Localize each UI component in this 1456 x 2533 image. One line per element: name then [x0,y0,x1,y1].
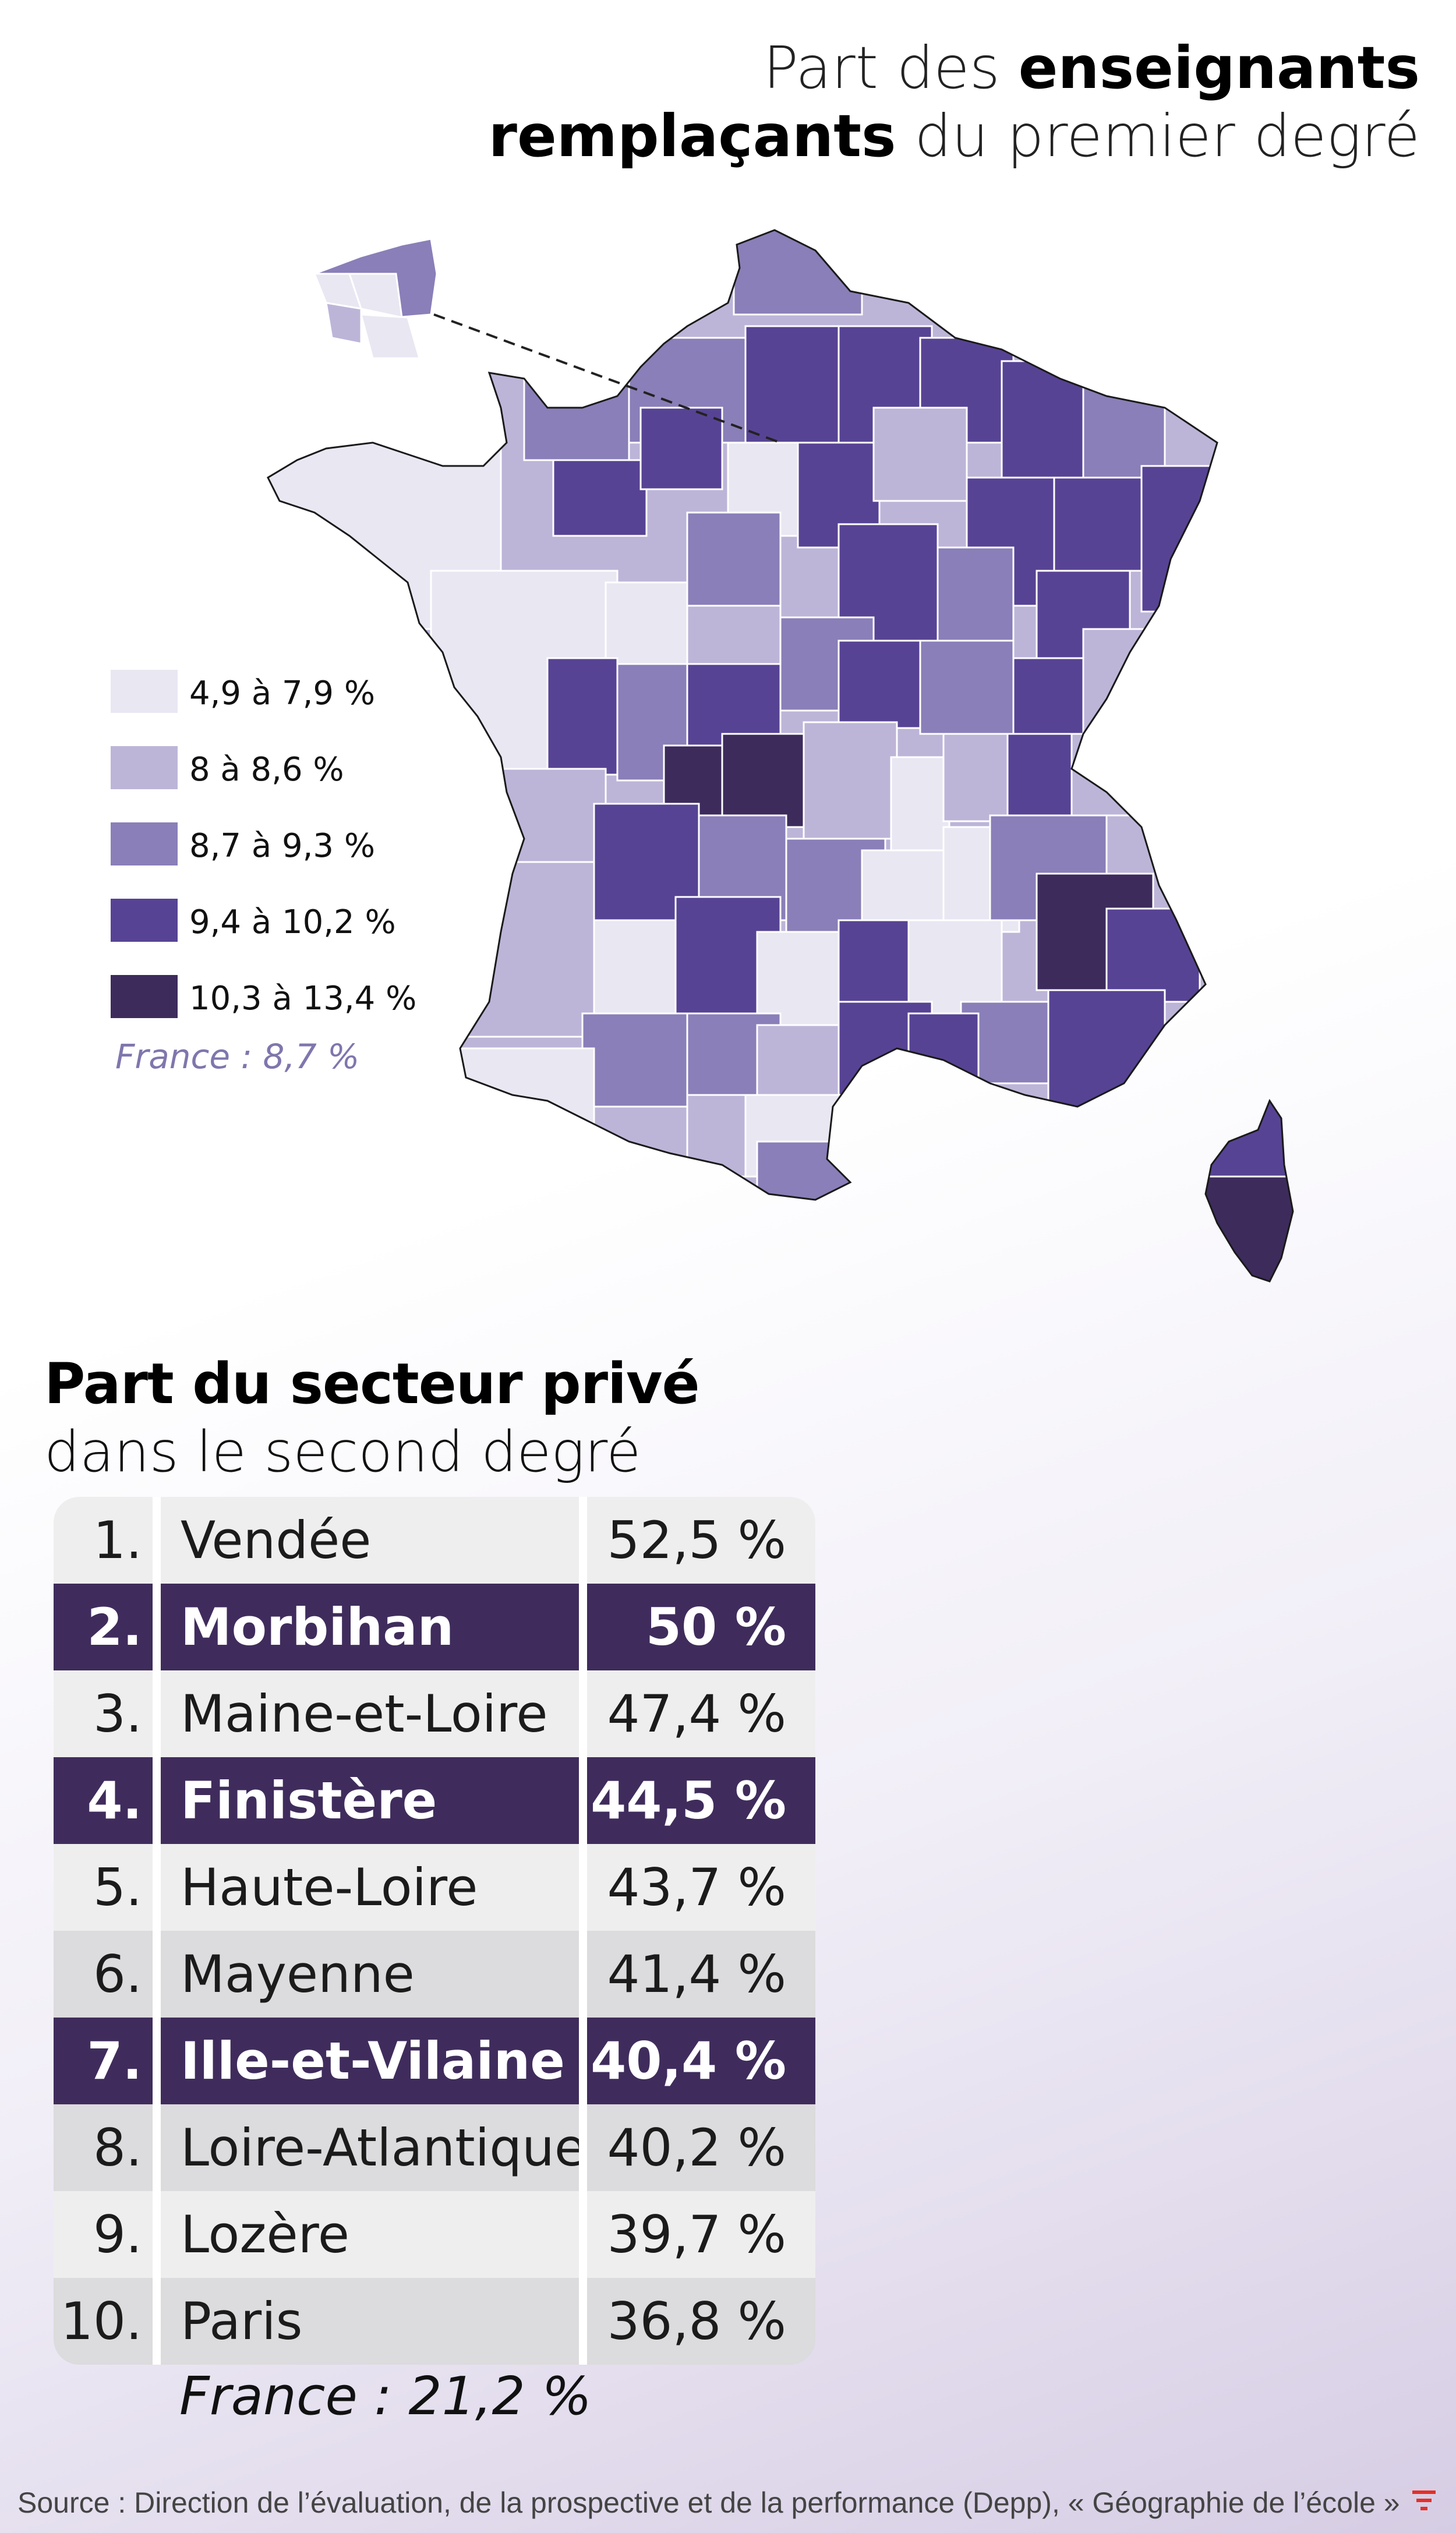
legend-swatch [111,670,178,713]
row-rank: 6. [93,1944,142,2004]
row-department: Finistère [153,1757,587,1844]
row-department: Lozère [153,2191,587,2278]
row-value: 41,4 % [607,1944,786,2004]
row-value: 40,4 % [591,2031,786,2091]
row-value: 39,7 % [607,2205,786,2264]
row-department: Maine-et-Loire [153,1670,587,1757]
table-title: Part du secteur privé dans le second deg… [44,1350,700,1486]
row-value: 47,4 % [607,1684,786,1744]
row-value: 40,2 % [607,2118,786,2178]
table-row: 6. Mayenne 41,4 % [54,1931,815,2018]
map-title-bold-1: enseignants [1018,34,1420,102]
legend-swatch [111,975,178,1018]
table-row: 7. Ille-et-Vilaine 40,4 % [54,2018,815,2104]
table-row: 3. Maine-et-Loire 47,4 % [54,1670,815,1757]
row-department: Ille-et-Vilaine [153,2018,587,2104]
row-value: 43,7 % [607,1857,786,1917]
row-rank: 10. [61,2291,142,2351]
legend-swatch [111,822,178,865]
table-row: 8. Loire-Atlantique 40,2 % [54,2104,815,2191]
row-department: Haute-Loire [153,1844,587,1931]
map-title-part-1: Part des [763,34,1019,102]
row-value: 52,5 % [607,1510,786,1570]
legend-label: 9,4 à 10,2 % [189,903,396,941]
row-value: 50 % [645,1597,786,1657]
map-title: Part des enseignants remplaçants du prem… [489,34,1420,170]
legend-label: 8 à 8,6 % [189,751,344,789]
legend-label: 4,9 à 7,9 % [189,674,376,712]
publisher-logo-icon [1412,2490,1436,2510]
map-france-average: France : 8,7 % [115,1037,360,1076]
table-france-average: France : 21,2 % [179,2366,592,2427]
table-row: 9. Lozère 39,7 % [54,2191,815,2278]
row-value: 36,8 % [607,2291,786,2351]
row-rank: 9. [93,2205,142,2264]
legend-label: 10,3 à 13,4 % [189,980,417,1018]
map-title-part-2: du premier degré [896,102,1420,170]
table-row: 4. Finistère 44,5 % [54,1757,815,1844]
row-rank: 5. [93,1857,142,1917]
row-rank: 2. [87,1597,142,1657]
table-row: 2. Morbihan 50 % [54,1584,815,1670]
row-department: Morbihan [153,1584,587,1670]
legend-label: 8,7 à 9,3 % [189,827,376,865]
table-title-bold: Part du secteur privé [44,1351,700,1416]
table-title-regular: dans le second degré [44,1419,641,1485]
table-row: 10. Paris 36,8 % [54,2278,815,2365]
row-rank: 4. [87,1771,142,1831]
row-department: Loire-Atlantique [153,2104,587,2191]
row-department: Vendée [153,1497,587,1584]
row-rank: 8. [93,2118,142,2178]
row-department: Mayenne [153,1931,587,2018]
row-department: Paris [153,2278,587,2365]
table-row: 1. Vendée 52,5 % [54,1497,815,1584]
row-value: 44,5 % [591,1771,786,1831]
map-title-bold-2: remplaçants [488,102,896,170]
row-rank: 3. [93,1684,142,1744]
row-rank: 1. [93,1510,142,1570]
table-row: 5. Haute-Loire 43,7 % [54,1844,815,1931]
legend-swatch [111,899,178,942]
ranking-table: 1. Vendée 52,5 % 2. Morbihan 50 % 3. Maine-et-L… [54,1497,815,2365]
legend-swatch [111,746,178,789]
source-note: Source : Direction de l’évaluation, de l… [17,2486,1400,2519]
france-choropleth-map [267,229,1294,1283]
row-rank: 7. [87,2031,142,2091]
